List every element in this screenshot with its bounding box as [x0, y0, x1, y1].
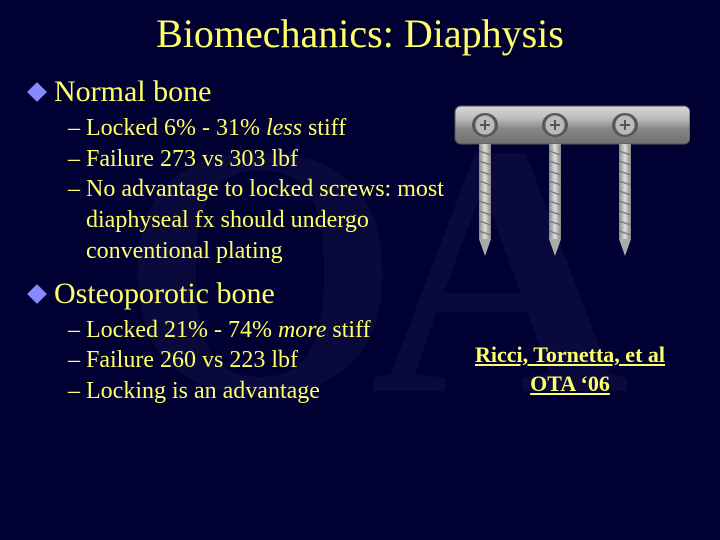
list-item: – No advantage to locked screws: most di…	[68, 174, 450, 266]
text-column: Normal bone – Locked 6% - 31% less stiff…	[30, 71, 450, 417]
locking-plate-image	[450, 91, 690, 271]
list-item: – Locking is an advantage	[68, 376, 450, 407]
list-item: – Locked 21% - 74% more stiff	[68, 315, 450, 346]
list-item: – Failure 273 vs 303 lbf	[68, 144, 450, 175]
citation-line2: OTA ‘06	[530, 371, 610, 396]
citation: Ricci, Tornetta, et al OTA ‘06	[475, 341, 665, 398]
slide: Biomechanics: Diaphysis Normal bone – Lo…	[0, 0, 720, 540]
citation-line1: Ricci, Tornetta, et al	[475, 342, 665, 367]
diamond-bullet-icon	[27, 82, 47, 102]
slide-title: Biomechanics: Diaphysis	[30, 10, 690, 57]
section-heading-osteoporotic: Osteoporotic bone	[30, 277, 450, 311]
content-row: Normal bone – Locked 6% - 31% less stiff…	[30, 71, 690, 417]
diamond-bullet-icon	[27, 284, 47, 304]
section-heading-text: Normal bone	[54, 75, 211, 108]
image-column: Ricci, Tornetta, et al OTA ‘06	[450, 71, 690, 398]
list-item: – Failure 260 vs 223 lbf	[68, 345, 450, 376]
section-heading-normal: Normal bone	[30, 75, 450, 109]
list-item: – Locked 6% - 31% less stiff	[68, 113, 450, 144]
sub-list-normal: – Locked 6% - 31% less stiff – Failure 2…	[68, 113, 450, 267]
sub-list-osteoporotic: – Locked 21% - 74% more stiff – Failure …	[68, 315, 450, 407]
section-heading-text: Osteoporotic bone	[54, 277, 275, 310]
